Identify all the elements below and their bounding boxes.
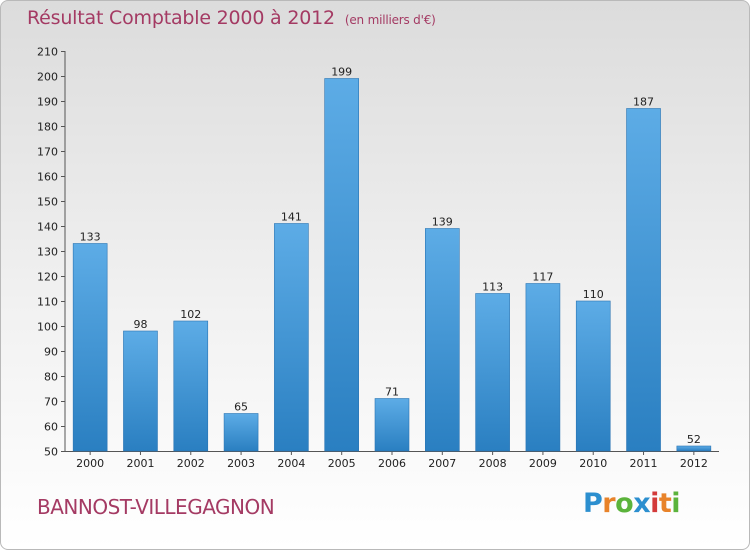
bar xyxy=(374,398,410,452)
y-tick-label: 50 xyxy=(44,446,58,459)
bar-value-label: 199 xyxy=(331,66,352,79)
bar xyxy=(475,293,510,452)
bar xyxy=(324,78,359,452)
x-tick-label: 2001 xyxy=(126,457,154,470)
y-tick-label: 190 xyxy=(37,96,58,109)
y-tick-label: 160 xyxy=(37,171,58,184)
bar xyxy=(72,243,108,452)
bar xyxy=(575,300,611,452)
bar xyxy=(173,320,209,452)
x-tick-label: 2006 xyxy=(378,457,406,470)
logo-letter: t xyxy=(658,488,672,519)
y-tick-label: 100 xyxy=(37,321,58,334)
x-tick-label: 2005 xyxy=(328,457,356,470)
logo-letter: i xyxy=(650,488,659,519)
bar-value-label: 98 xyxy=(133,318,147,331)
x-tick-label: 2012 xyxy=(680,457,708,470)
x-tick-label: 2002 xyxy=(177,457,205,470)
y-tick-label: 80 xyxy=(44,371,58,384)
logo-letter: x xyxy=(633,488,651,519)
bar xyxy=(425,228,460,452)
x-tick-label: 2007 xyxy=(428,457,456,470)
bar-value-label: 102 xyxy=(180,308,201,321)
logo-letter: P xyxy=(583,488,603,519)
bar xyxy=(223,413,259,452)
x-tick-label: 2008 xyxy=(479,457,507,470)
commune-name: BANNOST-VILLEGAGNON xyxy=(37,495,275,519)
x-tick-label: 2009 xyxy=(529,457,557,470)
y-tick-label: 200 xyxy=(37,71,58,84)
bar-value-label: 71 xyxy=(385,386,399,399)
x-tick-label: 2003 xyxy=(227,457,255,470)
logo-letter: o xyxy=(615,488,634,519)
bar-value-label: 141 xyxy=(281,211,302,224)
proxiti-logo: Proxiti xyxy=(583,488,681,519)
bar xyxy=(626,108,661,452)
y-tick-label: 140 xyxy=(37,221,58,234)
bar xyxy=(123,330,158,452)
chart-title: Résultat Comptable 2000 à 2012 (en millie… xyxy=(27,7,436,29)
bar-value-label: 133 xyxy=(80,231,101,244)
y-tick-label: 170 xyxy=(37,146,58,159)
chart-subtitle: (en milliers d'€) xyxy=(344,13,436,27)
bar-value-label: 113 xyxy=(482,281,503,294)
y-tick-label: 210 xyxy=(37,46,58,59)
bar xyxy=(676,445,712,452)
chart-title-text: Résultat Comptable 2000 à 2012 xyxy=(27,7,335,29)
bar-value-label: 110 xyxy=(583,288,604,301)
bar-value-label: 52 xyxy=(687,433,701,446)
bar xyxy=(525,283,561,452)
logo-letter: r xyxy=(602,488,616,519)
y-tick-label: 70 xyxy=(44,396,58,409)
logo-letter: i xyxy=(671,488,681,519)
y-tick-label: 60 xyxy=(44,421,58,434)
y-tick-label: 130 xyxy=(37,246,58,259)
bar-value-label: 139 xyxy=(432,216,453,229)
bar xyxy=(274,223,309,452)
bar-value-label: 65 xyxy=(234,401,248,414)
y-tick-label: 90 xyxy=(44,346,58,359)
y-tick-label: 120 xyxy=(37,271,58,284)
bar-value-label: 117 xyxy=(532,271,553,284)
x-tick-label: 2004 xyxy=(277,457,305,470)
y-tick-label: 180 xyxy=(37,121,58,134)
bar-value-label: 187 xyxy=(633,96,654,109)
x-tick-label: 2010 xyxy=(579,457,607,470)
y-tick-label: 150 xyxy=(37,196,58,209)
y-tick-label: 110 xyxy=(37,296,58,309)
x-tick-label: 2000 xyxy=(76,457,104,470)
x-tick-label: 2011 xyxy=(630,457,658,470)
